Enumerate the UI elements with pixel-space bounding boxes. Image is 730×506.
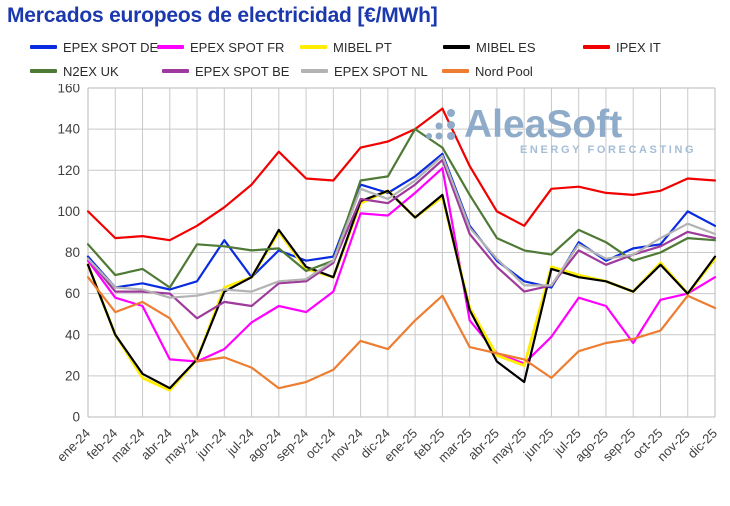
y-tick-label: 80 (65, 245, 80, 260)
series-line-epex-spot-nl (86, 154, 717, 299)
legend-item-epex-spot-de: EPEX SPOT DE (30, 38, 158, 56)
series-line-ipex-it (86, 107, 717, 242)
x-tick-label: dic-25 (684, 426, 720, 462)
legend-swatch-ipex-it (583, 45, 610, 49)
legend-swatch-mibel-pt (300, 45, 327, 49)
legend-swatch-epex-spot-de (30, 45, 57, 49)
series-line-nord-pool (86, 276, 717, 390)
legend-item-epex-spot-fr: EPEX SPOT FR (157, 38, 284, 56)
legend-label-ipex-it: IPEX IT (616, 39, 661, 55)
legend-label-nord-pool: Nord Pool (475, 63, 533, 79)
x-tick-label: ene-24 (54, 426, 93, 465)
legend-label-epex-spot-de: EPEX SPOT DE (63, 39, 159, 55)
legend-swatch-epex-spot-nl (301, 69, 328, 73)
chart-title: Mercados europeos de electricidad [€/MWh… (7, 4, 438, 27)
logo-tagline: ENERGY FORECASTING (520, 144, 697, 156)
aleasoft-logo: AleaSoft ENERGY FORECASTING (424, 100, 714, 156)
y-tick-label: 60 (65, 286, 80, 301)
legend-swatch-epex-spot-fr (157, 45, 184, 49)
x-tick-label: jun-25 (520, 426, 557, 463)
y-tick-label: 120 (57, 163, 80, 178)
y-tick-label: 0 (72, 410, 80, 425)
series-line-mibel-es (86, 189, 717, 390)
legend-item-epex-spot-be: EPEX SPOT BE (162, 62, 289, 80)
legend-item-epex-spot-nl: EPEX SPOT NL (301, 62, 428, 80)
y-tick-label: 20 (65, 368, 80, 383)
legend-label-epex-spot-be: EPEX SPOT BE (195, 63, 290, 79)
legend-item-nord-pool: Nord Pool (442, 62, 533, 80)
logo-dots-icon (426, 109, 455, 140)
legend-item-mibel-pt: MIBEL PT (300, 38, 392, 56)
chart-legend: EPEX SPOT DE EPEX SPOT FR MIBEL PT MIBEL ES… (0, 38, 730, 84)
y-tick-label: 140 (57, 122, 80, 137)
legend-swatch-mibel-es (443, 45, 470, 49)
y-tick-label: 100 (57, 204, 80, 219)
y-tick-label: 160 (57, 84, 80, 96)
plot-area: 020406080100120140160ene-24feb-24mar-24a… (54, 84, 720, 467)
legend-label-epex-spot-nl: EPEX SPOT NL (334, 63, 428, 79)
x-tick-label: jun-24 (193, 426, 230, 463)
legend-item-mibel-es: MIBEL ES (443, 38, 535, 56)
legend-swatch-epex-spot-be (162, 69, 189, 73)
legend-swatch-nord-pool (442, 69, 469, 73)
legend-item-n2ex-uk: N2EX UK (30, 62, 119, 80)
logo-name: AleaSoft (464, 102, 623, 146)
legend-label-mibel-es: MIBEL ES (476, 39, 536, 55)
legend-item-ipex-it: IPEX IT (583, 38, 661, 56)
series-line-epex-spot-be (86, 158, 717, 320)
legend-label-epex-spot-fr: EPEX SPOT FR (190, 39, 285, 55)
legend-label-n2ex-uk: N2EX UK (63, 63, 119, 79)
y-tick-label: 40 (65, 327, 80, 342)
series-line-n2ex-uk (86, 128, 717, 289)
legend-swatch-n2ex-uk (30, 69, 57, 73)
legend-label-mibel-pt: MIBEL PT (333, 39, 392, 55)
